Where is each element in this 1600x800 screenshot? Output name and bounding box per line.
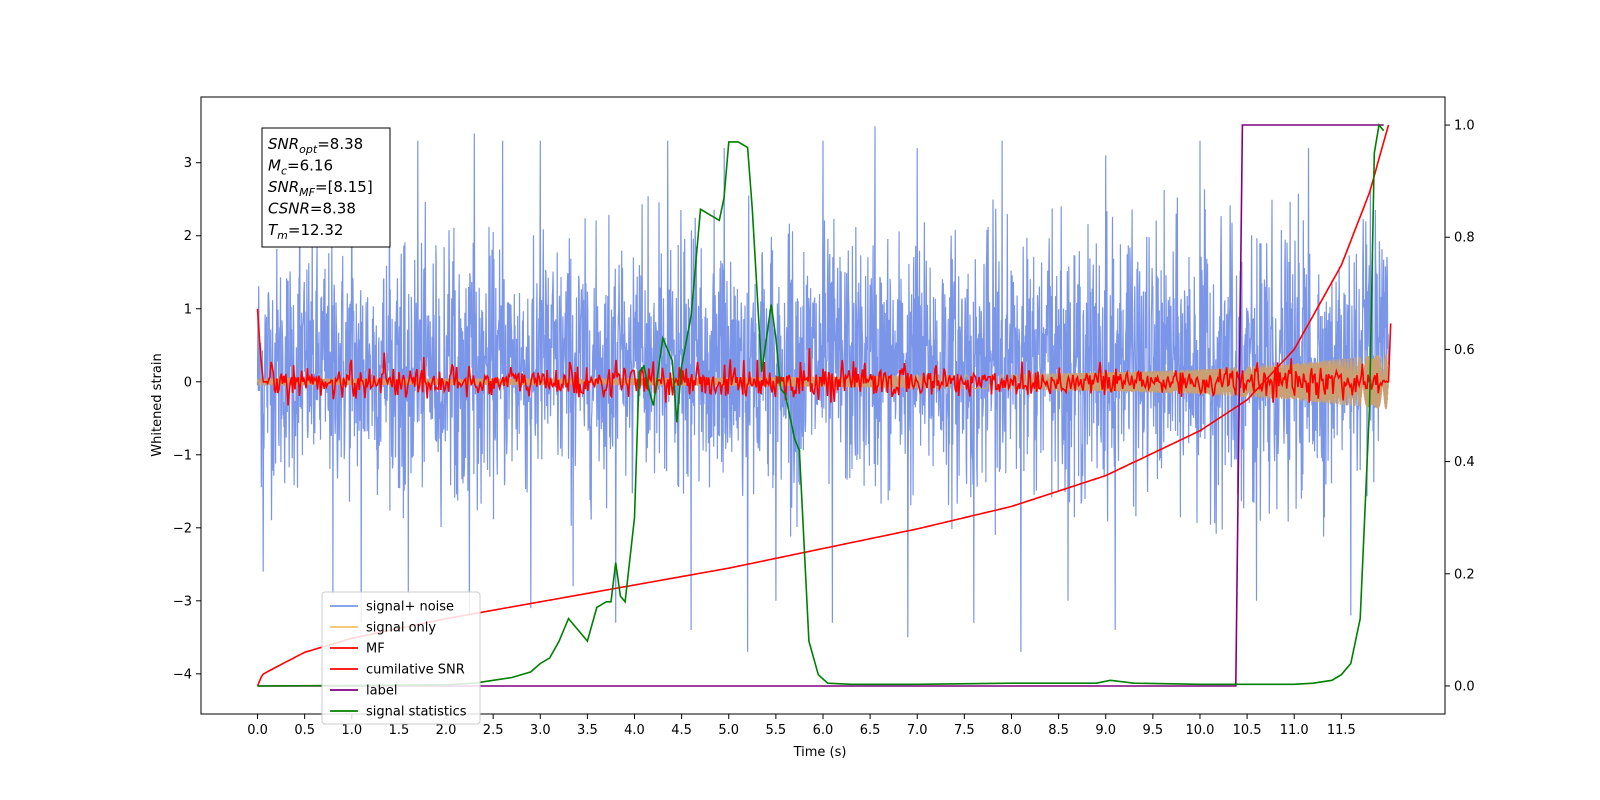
x-tick-label: 7.0 — [907, 723, 928, 738]
legend-label: signal statistics — [366, 705, 467, 720]
annotation-line: CSNR=8.38 — [268, 200, 356, 218]
x-tick-label: 3.5 — [577, 723, 598, 738]
x-tick-label: 0.5 — [294, 723, 315, 738]
y2-tick-label: 0.4 — [1454, 455, 1475, 470]
x-tick-label: 7.5 — [954, 723, 975, 738]
legend-label: signal only — [366, 621, 436, 636]
x-tick-label: 6.0 — [813, 723, 834, 738]
y-tick-label: −3 — [173, 594, 192, 609]
x-axis-label: Time (s) — [793, 745, 847, 760]
y2-tick-label: 0.6 — [1454, 343, 1475, 358]
x-tick-label: 8.0 — [1001, 723, 1022, 738]
legend-label: signal+ noise — [366, 600, 454, 615]
label-line — [257, 124, 1384, 687]
annotation-line: Mc=6.16 — [268, 157, 333, 178]
x-tick-label: 2.5 — [483, 723, 504, 738]
y-axis-left: 3 2 1 0 −1 −2 −3 −4 — [173, 156, 201, 682]
x-tick-label: 6.5 — [860, 723, 881, 738]
legend-label: cumilative SNR — [366, 663, 465, 678]
y2-tick-label: 0.2 — [1454, 567, 1475, 582]
y-tick-label: −2 — [173, 521, 192, 536]
legend-label: label — [366, 684, 397, 699]
signal-statistics-line — [257, 123, 1385, 687]
x-tick-label: 10.5 — [1233, 723, 1262, 738]
x-tick-label: 1.0 — [341, 723, 362, 738]
x-tick-label: 5.5 — [766, 723, 787, 738]
x-tick-label: 5.0 — [718, 723, 739, 738]
x-tick-label: 8.5 — [1048, 723, 1069, 738]
x-tick-label: 11.0 — [1280, 723, 1309, 738]
x-tick-label: 1.5 — [389, 723, 410, 738]
x-tick-label: 9.0 — [1095, 723, 1116, 738]
y2-tick-label: 0.8 — [1454, 231, 1475, 246]
legend-label: MF — [366, 642, 385, 657]
signal-noise-line — [256, 126, 1390, 652]
x-tick-label: 3.0 — [530, 723, 551, 738]
legend: signal+ noise signal only MF cumilative SNR… — [321, 591, 481, 725]
y-axis-label: Whitened strain — [150, 353, 165, 456]
x-tick-label: 4.5 — [671, 723, 692, 738]
x-axis: 0.0 0.5 1.0 1.5 2.0 2.5 3.0 3.5 4.0 4.5 5.0 5.5 6.0 6… — [247, 714, 1356, 738]
mf-line — [256, 308, 1392, 406]
y-tick-label: 3 — [184, 156, 192, 171]
annotation-line: SNRopt=8.38 — [268, 135, 363, 156]
y-tick-label: −4 — [173, 667, 192, 682]
x-tick-label: 4.0 — [624, 723, 645, 738]
x-tick-label: 9.5 — [1143, 723, 1164, 738]
annotation-box — [261, 127, 391, 248]
y-tick-label: −1 — [173, 448, 192, 463]
legend-box — [321, 591, 481, 725]
y-tick-label: 2 — [184, 229, 192, 244]
annotation-line: Tm=12.32 — [268, 221, 343, 242]
x-tick-label: 2.0 — [436, 723, 457, 738]
y2-tick-label: 0.0 — [1454, 679, 1475, 694]
annotation-line: SNRMF=[8.15] — [268, 178, 373, 199]
y-axis-right: 1.0 0.8 0.6 0.4 0.2 0.0 — [1445, 119, 1475, 694]
y2-tick-label: 1.0 — [1454, 119, 1475, 134]
x-tick-label: 10.0 — [1185, 723, 1214, 738]
x-tick-label: 0.0 — [247, 723, 268, 738]
x-tick-label: 11.5 — [1327, 723, 1356, 738]
y-tick-label: 1 — [184, 302, 192, 317]
y-tick-label: 0 — [184, 375, 192, 390]
